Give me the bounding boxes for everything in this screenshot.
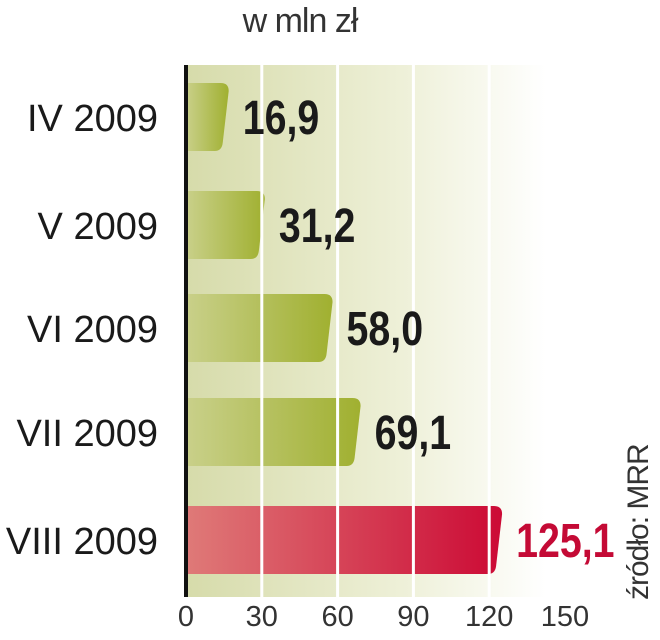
bar [186, 294, 333, 362]
x-tick-label: 90 [397, 601, 429, 633]
value-label: 31,2 [279, 199, 356, 253]
category-label: IV 2009 [27, 98, 158, 140]
value-label: 125,1 [516, 514, 614, 568]
source-note: źródło: MRR [622, 444, 655, 600]
x-tick-label: 30 [246, 601, 278, 633]
chart-title: w mln zł [242, 2, 359, 40]
bar [186, 398, 361, 466]
x-tick-label: 60 [321, 601, 353, 633]
x-tick-label: 150 [541, 601, 589, 633]
category-label: VIII 2009 [6, 521, 158, 563]
bar [186, 191, 265, 259]
category-label: VI 2009 [27, 309, 158, 351]
bar [186, 83, 229, 151]
x-tick-label: 0 [178, 601, 194, 633]
bar [186, 506, 503, 574]
value-label: 69,1 [375, 406, 452, 460]
category-label: VII 2009 [16, 413, 158, 455]
value-label: 16,9 [243, 91, 320, 145]
x-tick-label: 120 [465, 601, 513, 633]
category-label: V 2009 [38, 206, 158, 248]
value-label: 58,0 [347, 302, 424, 356]
